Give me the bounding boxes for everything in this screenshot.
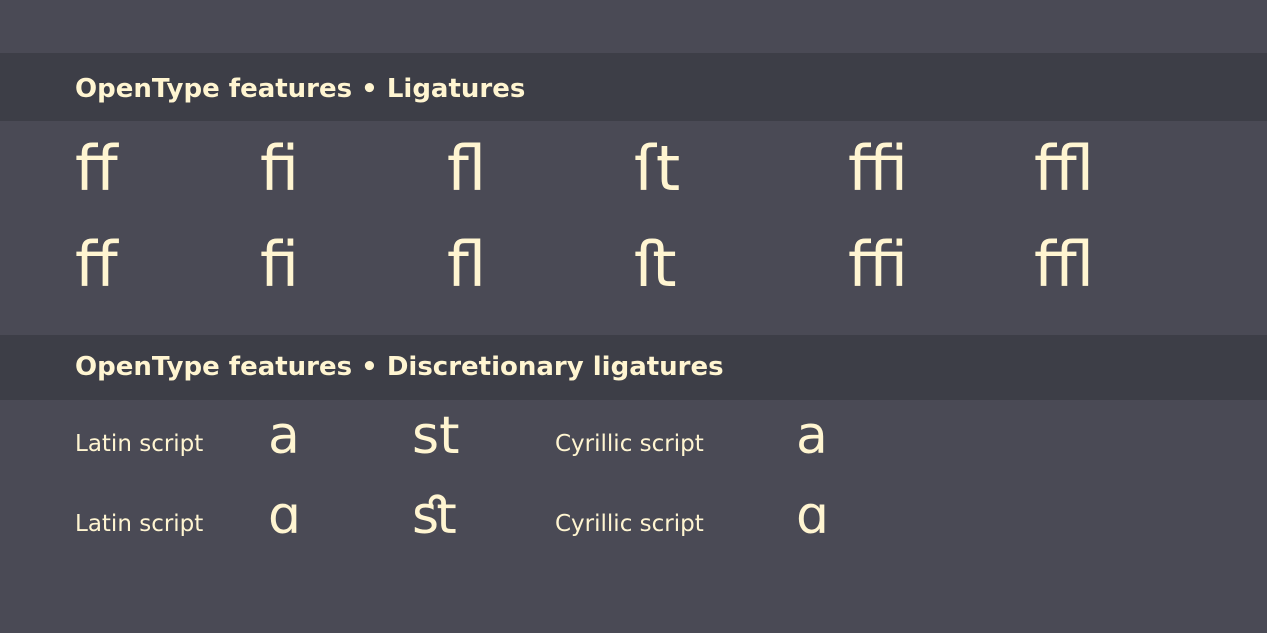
discretionary-sample: ɑ bbox=[268, 486, 302, 546]
ligature-sample-plain: ffl bbox=[1034, 132, 1094, 205]
script-label-latin: Latin script bbox=[75, 431, 204, 457]
discretionary-sample: a bbox=[268, 406, 300, 466]
script-label-cyrillic: Cyrillic script bbox=[555, 431, 704, 457]
ligature-sample-plain: ffi bbox=[848, 132, 908, 205]
ligature-sample-ligated: ﬁ bbox=[260, 228, 299, 301]
discretionary-sample: а bbox=[796, 406, 828, 466]
ligature-sample-ligated: ﬅ bbox=[634, 228, 676, 301]
ligature-sample-ligated: ﬃ bbox=[848, 228, 908, 301]
script-label-cyrillic: Cyrillic script bbox=[555, 511, 704, 537]
ligature-sample-ligated: ﬂ bbox=[447, 228, 486, 301]
section-title-ligatures: OpenType features • Ligatures bbox=[75, 74, 526, 104]
ligature-sample-plain: ff bbox=[75, 132, 118, 205]
ligature-sample-plain: fi bbox=[260, 132, 300, 205]
section-header-band bbox=[0, 53, 1267, 121]
discretionary-sample: ﬆ bbox=[412, 486, 457, 546]
section-header-band bbox=[0, 335, 1267, 400]
ligature-sample-plain: ſt bbox=[634, 132, 681, 205]
discretionary-sample: st bbox=[412, 406, 460, 466]
ligature-sample-ligated: ﬀ bbox=[75, 228, 118, 301]
discretionary-sample: ɑ bbox=[796, 486, 830, 546]
ligature-sample-ligated: ﬄ bbox=[1034, 228, 1094, 301]
script-label-latin: Latin script bbox=[75, 511, 204, 537]
section-title-discretionary-ligatures: OpenType features • Discretionary ligatu… bbox=[75, 352, 724, 382]
ligature-sample-plain: fl bbox=[447, 132, 487, 205]
